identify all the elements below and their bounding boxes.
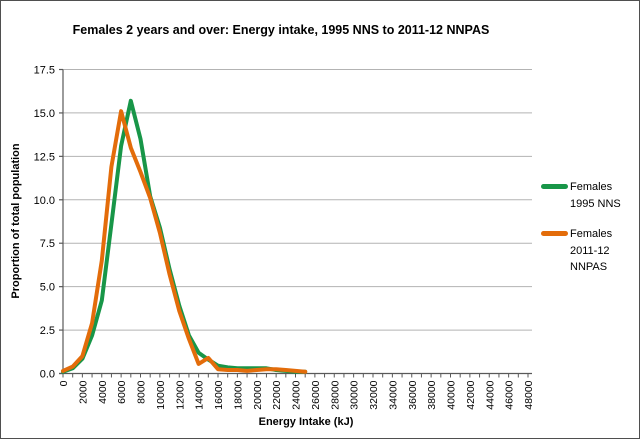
x-tick-label: 34000 (387, 380, 399, 409)
x-tick-label: 2000 (77, 380, 89, 404)
x-tick-label: 10000 (155, 380, 167, 409)
x-tick-label: 44000 (484, 380, 496, 409)
x-tick-label: 16000 (213, 380, 225, 409)
x-tick-label: 24000 (291, 380, 303, 409)
x-tick-label: 20000 (252, 380, 264, 409)
y-tick-label: 2.5 (40, 325, 55, 337)
legend-swatch-icon (541, 231, 568, 236)
x-tick-label: 38000 (426, 380, 438, 409)
x-tick-label: 12000 (174, 380, 186, 409)
series-line-green-1995-nns (61, 98, 308, 374)
x-tick-label: 46000 (504, 380, 516, 409)
x-tick-label: 18000 (232, 380, 244, 409)
x-tick-label: 42000 (465, 380, 477, 409)
x-tick-label: 6000 (116, 380, 128, 404)
x-tick-label: 48000 (523, 380, 535, 409)
legend-label: Females 1995 NNS (570, 181, 621, 210)
y-tick-label: 0.0 (40, 369, 55, 381)
series-line-orange-2011-12-nnpas (61, 109, 308, 374)
x-tick-label: 40000 (446, 380, 458, 409)
y-tick-label: 15.0 (34, 108, 55, 120)
x-tick-label: 32000 (368, 380, 380, 409)
x-tick-label: 22000 (271, 380, 283, 409)
x-axis-title: Energy Intake (kJ) (259, 416, 354, 428)
x-tick-label: 30000 (349, 380, 361, 409)
x-tick-label: 26000 (310, 380, 322, 409)
legend-item-1995-nns: Females 1995 NNS (541, 179, 637, 212)
x-tick-label: 36000 (407, 380, 419, 409)
y-tick-label: 10.0 (34, 195, 55, 207)
x-tick-label: 8000 (136, 380, 148, 404)
x-tick-label: 0 (58, 380, 70, 386)
y-tick-label: 7.5 (40, 238, 55, 250)
x-tick-label: 4000 (97, 380, 109, 404)
legend-swatch-icon (541, 184, 568, 189)
y-tick-label: 12.5 (34, 151, 55, 163)
chart-title: Females 2 years and over: Energy intake,… (72, 23, 490, 37)
x-tick-label: 14000 (194, 380, 206, 409)
legend: Females 1995 NNS Females 2011-12 NNPAS (541, 179, 637, 276)
y-tick-label: 5.0 (40, 282, 55, 294)
legend-item-2011-12-nnpas: Females 2011-12 NNPAS (541, 226, 637, 276)
x-tick-label: 28000 (329, 380, 341, 409)
y-tick-label: 17.5 (34, 65, 55, 77)
y-axis-title: Proportion of total population (10, 143, 22, 298)
legend-label: Females 2011-12 NNPAS (570, 228, 613, 273)
